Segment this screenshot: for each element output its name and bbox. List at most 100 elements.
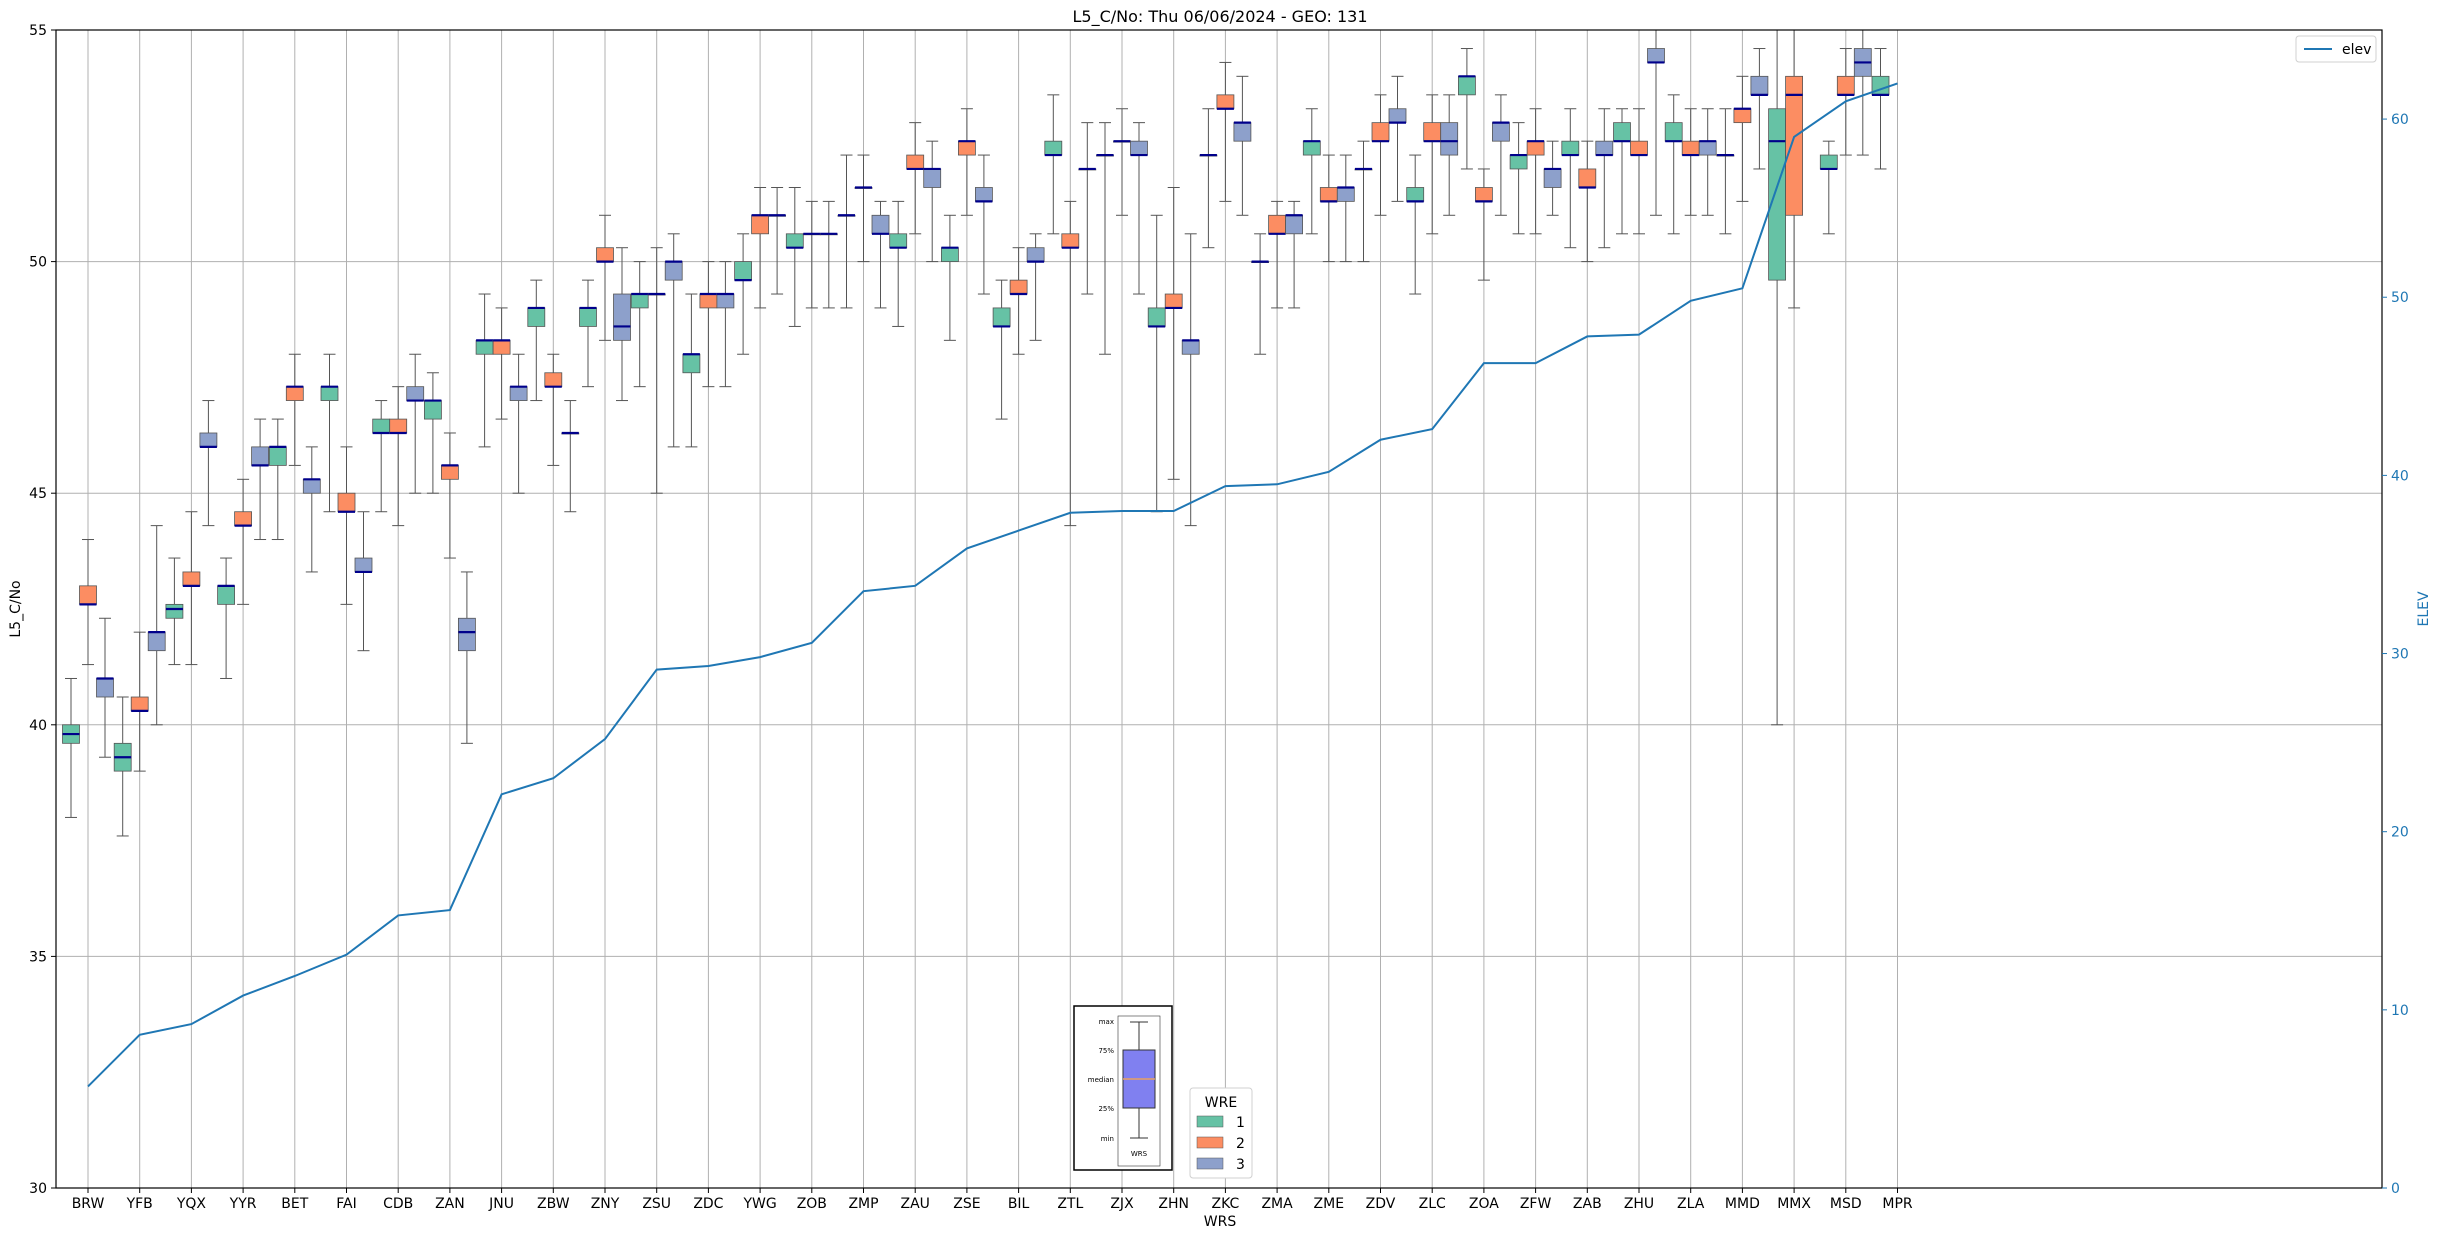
- box-iqr: [958, 140, 976, 156]
- box-iqr: [199, 432, 218, 448]
- box-iqr: [1785, 75, 1803, 216]
- box-wre-3: [1336, 154, 1355, 263]
- box-wre-2: [1526, 108, 1545, 235]
- box-iqr: [130, 696, 149, 712]
- box-iqr: [716, 293, 735, 309]
- box-wre-1: [1458, 48, 1476, 170]
- box-iqr: [1578, 168, 1597, 188]
- box-iqr: [751, 214, 769, 235]
- box-wre-3: [1285, 200, 1303, 309]
- box-iqr: [1698, 140, 1717, 156]
- box-iqr: [1285, 214, 1303, 235]
- wre-legend-label-1: 1: [1236, 1115, 1245, 1131]
- box-wre-1: [320, 353, 339, 513]
- x-tick-label: ZOB: [797, 1196, 827, 1212]
- box-iqr: [579, 307, 597, 327]
- box-wre-2: [285, 353, 304, 466]
- box-wre-1: [579, 279, 597, 388]
- box-iqr: [1561, 140, 1580, 156]
- x-tick-label: ZLA: [1677, 1196, 1705, 1212]
- y-tick-label: 40: [29, 718, 47, 734]
- box-key-median: median: [1088, 1076, 1114, 1084]
- x-tick-label: YWG: [742, 1196, 776, 1212]
- x-tick-label: YFB: [126, 1196, 153, 1212]
- y2-tick-label: 0: [2391, 1181, 2400, 1197]
- box-wre-3: [96, 617, 114, 758]
- box-wre-3: [1543, 140, 1562, 216]
- box-wre-1: [62, 677, 80, 818]
- box-wre-1: [992, 279, 1011, 420]
- box-iqr: [1664, 122, 1683, 142]
- box-iqr: [1647, 48, 1665, 63]
- box-wre-2: [1216, 61, 1235, 202]
- y-tick-label: 35: [29, 949, 47, 965]
- box-wre-1: [682, 293, 701, 448]
- box-wre-1: [1716, 108, 1735, 235]
- x-tick-label: BIL: [1008, 1196, 1030, 1212]
- box-iqr: [509, 386, 528, 401]
- box-iqr: [475, 339, 494, 355]
- box-iqr: [372, 418, 391, 434]
- box-iqr: [337, 492, 356, 513]
- box-wre-3: [1647, 29, 1665, 216]
- box-iqr: [440, 465, 459, 480]
- box-iqr: [1044, 140, 1063, 156]
- box-iqr: [165, 603, 184, 619]
- x-tick-label: ZMP: [848, 1196, 878, 1212]
- x-tick-label: ZLC: [1419, 1196, 1446, 1212]
- box-key-q1: 25%: [1098, 1105, 1114, 1113]
- box-wre-3: [147, 525, 166, 726]
- x-tick-label: BET: [281, 1196, 308, 1212]
- box-wre-1: [630, 261, 649, 388]
- box-iqr: [1216, 94, 1235, 110]
- y2-tick-label: 20: [2391, 825, 2409, 841]
- box-wre-3: [509, 353, 528, 494]
- box-wre-3: [871, 200, 890, 309]
- box-wre-2: [1423, 94, 1442, 235]
- box-iqr: [1475, 187, 1493, 202]
- box-wre-3: [302, 446, 321, 573]
- box-wre-2: [751, 186, 769, 309]
- box-wre-3: [613, 247, 631, 402]
- y-tick-label: 45: [29, 486, 47, 502]
- box-wre-2: [906, 122, 925, 235]
- box-iqr: [1061, 233, 1080, 249]
- box-wre-2: [1009, 247, 1028, 355]
- box-wre-1: [165, 557, 184, 666]
- wre-legend-swatch-1: [1196, 1115, 1224, 1128]
- box-wre-3: [923, 140, 942, 263]
- wre-legend-swatch-3: [1196, 1157, 1224, 1170]
- x-tick-label: ZSE: [953, 1196, 980, 1212]
- box-wre-3: [1698, 108, 1717, 216]
- box-iqr: [544, 372, 563, 388]
- x-axis: BRW YFB YQX YYR BET FAI CDB ZAN JNU ZBW ZNY ZSU ZDC Y…: [72, 1188, 1913, 1212]
- box-wre-3: [1853, 29, 1872, 156]
- box-wre-2: [1785, 29, 1803, 309]
- box-iqr: [1302, 140, 1321, 156]
- box-wre-2: [130, 631, 149, 772]
- x-tick-label: CDB: [383, 1196, 413, 1212]
- elev-line: [87, 82, 1898, 1088]
- box-iqr: [1613, 122, 1631, 142]
- box-iqr: [1319, 187, 1338, 202]
- wre-legend-label-3: 3: [1236, 1157, 1245, 1173]
- box-iqr: [1009, 279, 1028, 295]
- box-key-inset: max 75% median 25% min WRS: [1073, 1005, 1173, 1171]
- box-wre-1: [1251, 233, 1269, 355]
- box-wre-1: [837, 154, 856, 309]
- box-wre-3: [1388, 75, 1407, 202]
- boxes: [62, 29, 1890, 837]
- box-iqr: [1543, 168, 1562, 188]
- box-iqr: [217, 585, 236, 605]
- box-iqr: [320, 386, 339, 401]
- x-tick-label: ZBW: [537, 1196, 570, 1212]
- box-wre-1: [527, 279, 546, 402]
- box-wre-1: [268, 418, 287, 541]
- box-iqr: [1336, 187, 1355, 202]
- box-iqr: [423, 400, 442, 420]
- box-iqr: [1526, 140, 1545, 156]
- wre-legend: WRE 1 2 3: [1189, 1087, 1253, 1179]
- x-tick-label: YYR: [229, 1196, 257, 1212]
- box-iqr: [1819, 154, 1838, 170]
